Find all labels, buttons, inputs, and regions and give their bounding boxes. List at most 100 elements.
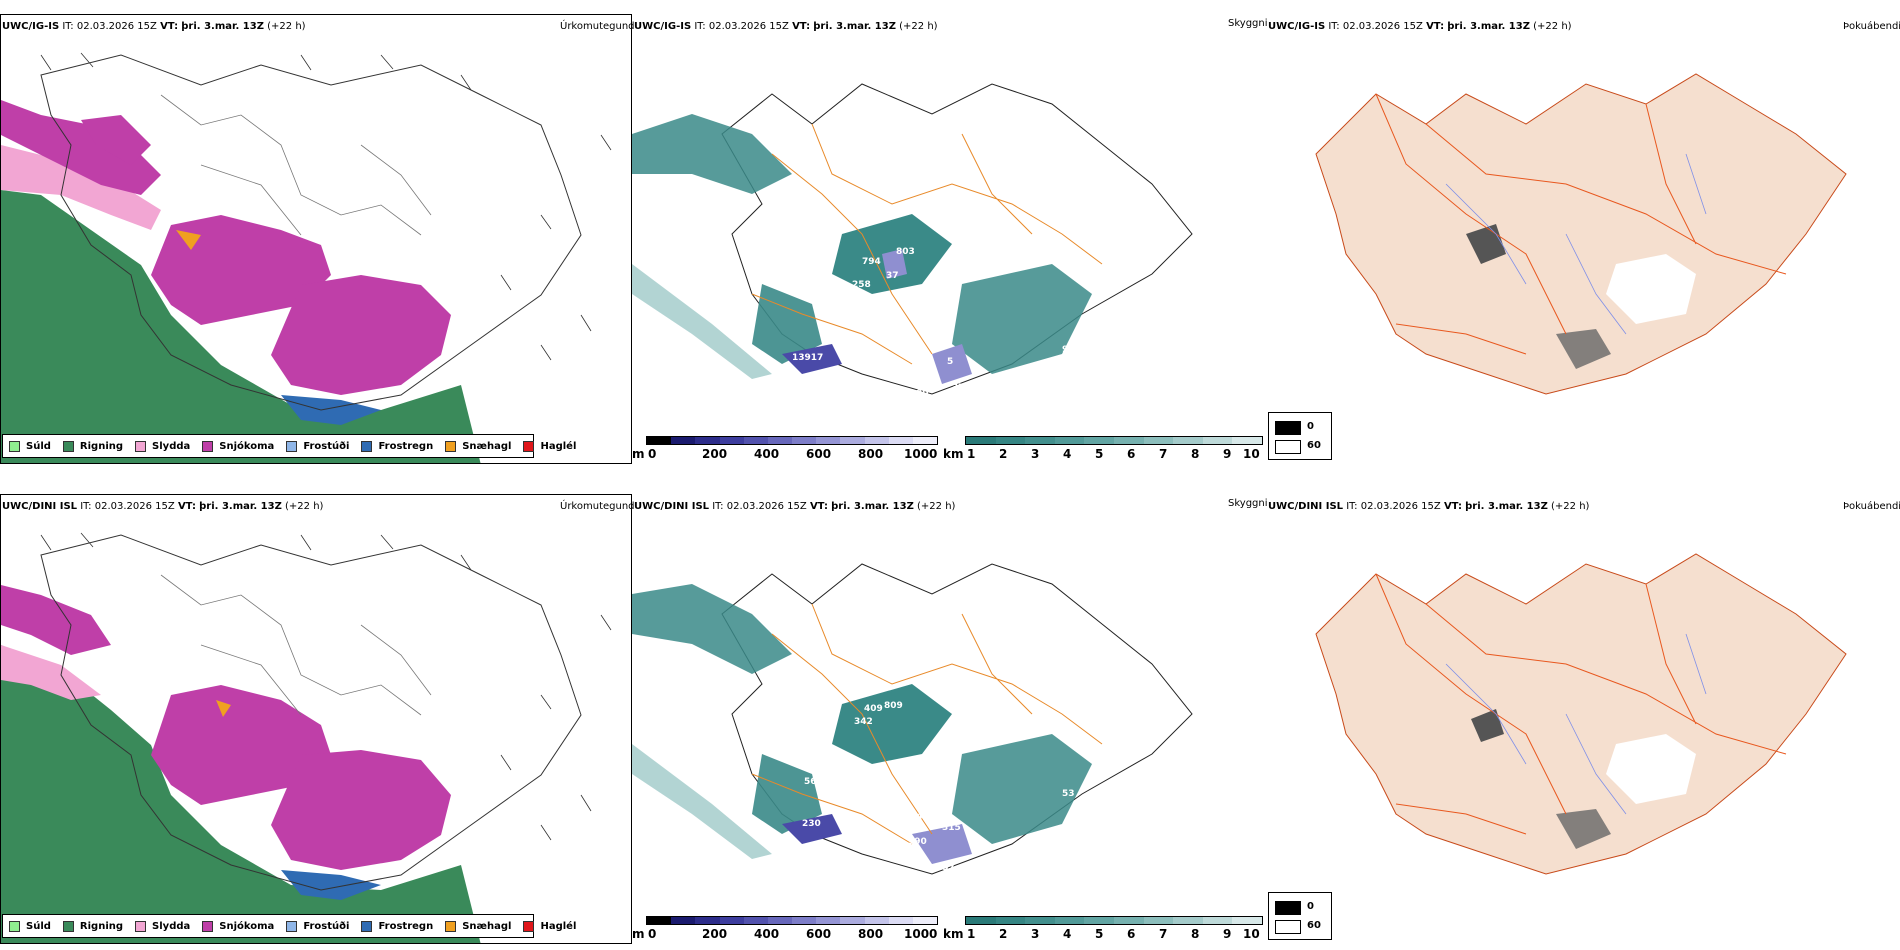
fog-map: [1266, 34, 1900, 434]
colorbar-swatch: [966, 437, 996, 444]
legend-item: Haglél: [523, 920, 576, 932]
legend-item: Snjókoma: [202, 920, 274, 932]
vis-label: 357: [936, 863, 955, 873]
colorbar-swatch: [792, 917, 817, 924]
colorbar-swatch: [995, 437, 1026, 444]
colorbar-swatch: [816, 917, 841, 924]
colorbar-visibility: km 1 2 3 4 5 6 7 8 9 10: [943, 436, 1265, 466]
fog-title: UWC/IG-IS IT: 02.03.2026 15Z VT: þri. 3.…: [1268, 21, 1572, 32]
colorbar-swatch: [767, 917, 793, 924]
colorbar-swatch: [1084, 917, 1114, 924]
vis-title: UWC/DINI ISL IT: 02.03.2026 15Z VT: þri.…: [634, 501, 956, 512]
colorbar-swatch: [1202, 917, 1233, 924]
colorbar-swatch: [647, 437, 672, 444]
fog-title: UWC/DINI ISL IT: 02.03.2026 15Z VT: þri.…: [1268, 501, 1590, 512]
precip-legend: Súld Rigning Slydda Snjókoma Frostúði Fr…: [2, 434, 576, 458]
vis-panel-label: Skyggni: [1228, 18, 1268, 29]
precip-title: UWC/IG-IS IT: 02.03.2026 15Z VT: þri. 3.…: [2, 21, 306, 32]
vis-label: 740: [908, 353, 927, 363]
vis-label: 928: [724, 672, 743, 682]
colorbar-swatch: [966, 917, 996, 924]
legend-item: Slydda: [135, 440, 190, 452]
vis-label: 464: [944, 253, 963, 263]
colorbar-swatch: [1202, 437, 1233, 444]
colorbar-swatch: [1084, 437, 1114, 444]
colorbar-swatch: [888, 917, 913, 924]
vis-label: 990: [908, 837, 927, 847]
legend-item: Frostregn: [361, 920, 433, 932]
vis-label: 90: [916, 389, 929, 399]
vis-label: 13917: [792, 353, 823, 363]
vis-title: UWC/IG-IS IT: 02.03.2026 15Z VT: þri. 3.…: [634, 21, 938, 32]
colorbar-swatch: [912, 437, 938, 444]
precip-map: [0, 14, 632, 464]
colorbar-swatch: [671, 437, 696, 444]
vis-label: 315: [942, 823, 961, 833]
vis-label: 317: [944, 693, 963, 703]
vis-label: 37: [886, 271, 899, 281]
vis-panel-label: Skyggni: [1228, 498, 1268, 509]
colorbar-swatch: [864, 437, 889, 444]
legend-item: Frostúði: [286, 920, 349, 932]
colorbar-swatch: [1113, 437, 1144, 444]
precip-panel-label: Úrkomutegund: [560, 501, 635, 512]
legend-item: Snæhagl: [445, 920, 511, 932]
precip-panel-label: Úrkomutegund: [560, 21, 635, 32]
legend-item: Snjókoma: [202, 440, 274, 452]
row-2: UWC/DINI ISL IT: 02.03.2026 15Z VT: þri.…: [0, 480, 1900, 950]
colorbar-swatch: [743, 437, 768, 444]
colorbar-swatch: [1173, 917, 1203, 924]
vis-label: 6: [707, 240, 713, 250]
vis-label: 809: [884, 701, 903, 711]
legend-item: Slydda: [135, 920, 190, 932]
colorbar-swatch: [840, 917, 865, 924]
colorbar-visibility: km 1 2 3 4 5 6 7 8 9 10: [943, 916, 1265, 946]
colorbar-swatch: [1173, 437, 1203, 444]
vis-label: 122: [906, 859, 925, 869]
colorbar-swatch: [695, 917, 720, 924]
colorbar-swatch: [816, 437, 841, 444]
precip-title: UWC/DINI ISL IT: 02.03.2026 15Z VT: þri.…: [2, 501, 324, 512]
colorbar-swatch: [1143, 437, 1174, 444]
precip-legend: Súld Rigning Slydda Snjókoma Frostúði Fr…: [2, 914, 576, 938]
colorbar-height: m 0 200 400 600 800 1000: [632, 436, 942, 466]
vis-label: 127: [702, 682, 721, 692]
colorbar-swatch: [888, 437, 913, 444]
colorbar-swatch: [864, 917, 889, 924]
colorbar-swatch: [1054, 917, 1085, 924]
colorbar-swatch: [1025, 917, 1055, 924]
legend-item: Rigning: [62, 920, 123, 932]
fog-panel-label: Þokuábendi: [1843, 501, 1900, 512]
colorbar-swatch: [719, 437, 744, 444]
vis-map: 6 794 803 464 37 258 13917 740 5 37 90 9…: [632, 34, 1266, 434]
fog-panel-label: Þokuábendi: [1843, 21, 1900, 32]
precip-map: [0, 494, 632, 944]
colorbar-swatch: [995, 917, 1026, 924]
legend-item: Snæhagl: [445, 440, 511, 452]
colorbar-swatch: [719, 917, 744, 924]
colorbar-swatch: [743, 917, 768, 924]
colorbar-swatch: [1113, 917, 1144, 924]
fog-map: [1266, 514, 1900, 914]
vis-label: 304: [904, 812, 923, 822]
vis-label: 409: [864, 704, 883, 714]
colorbar-swatch: [671, 917, 696, 924]
legend-item: Haglél: [523, 440, 576, 452]
vis-label: 258: [852, 280, 871, 290]
vis-label: 37: [952, 383, 965, 393]
vis-label: 92: [1062, 345, 1075, 355]
fog-key: 0 60: [1268, 412, 1332, 460]
vis-label: 25: [960, 863, 973, 873]
vis-label: 342: [854, 717, 873, 727]
colorbar-swatch: [792, 437, 817, 444]
colorbar-swatch: [1232, 437, 1262, 444]
vis-label: 5: [947, 357, 953, 367]
colorbar-swatch: [840, 437, 865, 444]
vis-map: 928 127 409 809 317 342 568 230 304 315 …: [632, 514, 1266, 914]
vis-label: 568: [804, 777, 823, 787]
vis-label: 803: [896, 247, 915, 257]
legend-item: Súld: [9, 920, 51, 932]
colorbar-swatch: [1025, 437, 1055, 444]
colorbar-swatch: [695, 437, 720, 444]
colorbar-swatch: [1232, 917, 1262, 924]
